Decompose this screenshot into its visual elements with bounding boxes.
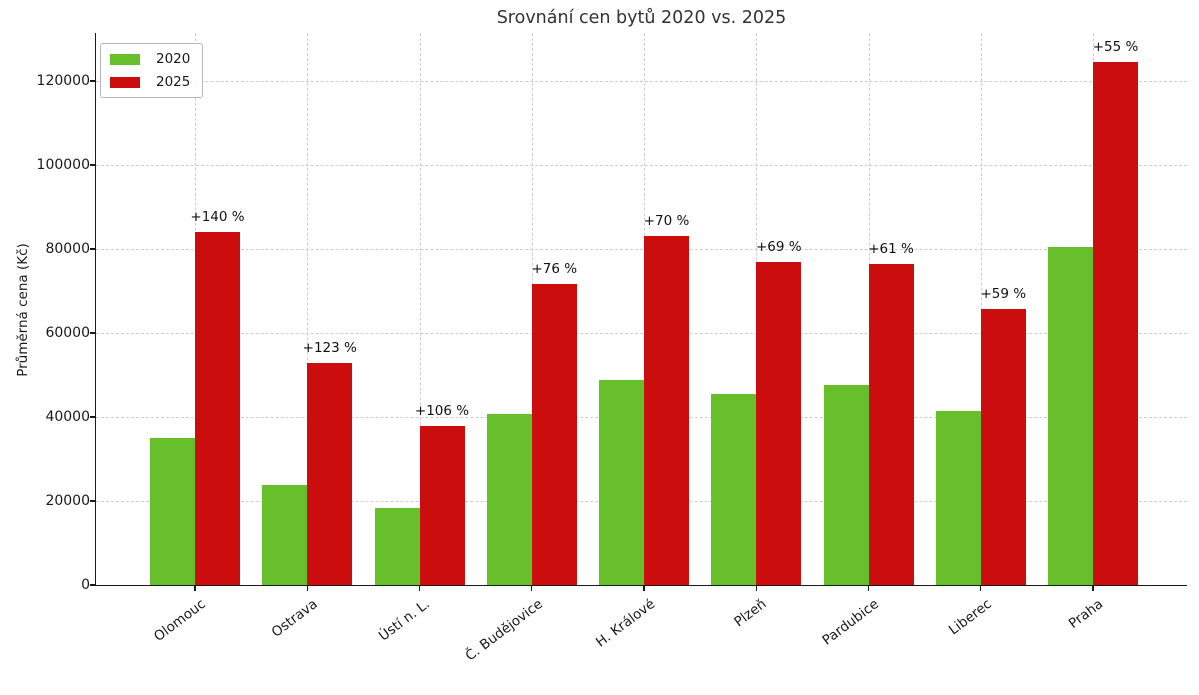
bar-2025-praha [1093, 61, 1138, 585]
gridline-y-120000 [96, 80, 1187, 82]
x-tick-mark [531, 586, 533, 591]
bar-2020-praha [1048, 247, 1093, 585]
bar-2025-ostrava [307, 362, 353, 585]
plot-area: 2020 2025 0 20000 40000 60000 80000 100000 120… [37, 33, 1187, 664]
x-tick-mark [1092, 586, 1094, 591]
y-tick-mark [90, 500, 95, 502]
bar-2020-ostrava [262, 485, 308, 585]
legend: 2020 2025 [100, 43, 204, 98]
bar-2020-h-kr-lov- [599, 379, 644, 585]
y-tick-mark [90, 80, 95, 82]
y-tick-label-100000: 100000 [36, 156, 90, 173]
x-tick-mark [306, 586, 308, 591]
y-tick-mark [90, 248, 95, 250]
annotation--st-n-l-: +106 % [414, 402, 470, 419]
x-tick-mark [980, 586, 982, 591]
y-tick-label-60000: 60000 [45, 324, 90, 341]
bar-2025-h-kr-lov- [644, 235, 689, 585]
x-axis-spine [95, 585, 1187, 587]
legend-label-2020: 2020 [156, 51, 191, 67]
y-tick-mark [90, 416, 95, 418]
y-tick-mark [90, 164, 95, 166]
annotation-praha: +55 % [1092, 38, 1139, 55]
bar-2025-pardubice [868, 263, 914, 585]
gridline-x-2 [419, 33, 421, 585]
annotation-ostrava: +123 % [302, 339, 357, 356]
gridline-y-60000 [96, 332, 1187, 334]
legend-item-2025: 2025 [110, 74, 190, 90]
x-tick-mark [867, 586, 870, 591]
gridline-x-1 [307, 33, 309, 585]
y-tick-label-0: 0 [81, 577, 90, 593]
legend-swatch-2025 [110, 76, 140, 88]
bar-2025--bud-jovice [531, 284, 577, 585]
bar-2025-plze- [756, 261, 802, 585]
annotation-olomouc: +140 % [190, 209, 245, 226]
y-tick-mark [90, 584, 95, 586]
annotation-liberec: +59 % [980, 285, 1027, 302]
bar-2025-olomouc [195, 232, 240, 585]
gridline-y-80000 [96, 248, 1187, 250]
bar-2020--st-n-l- [374, 507, 420, 585]
x-tick-mark [418, 586, 421, 591]
y-tick-label-40000: 40000 [45, 408, 90, 425]
bar-2025--st-n-l- [419, 425, 465, 585]
x-tick-mark [643, 586, 645, 591]
legend-swatch-2020 [110, 53, 140, 65]
y-axis-spine [95, 33, 97, 586]
bar-2020-pardubice [823, 385, 869, 585]
x-tick-label-wrap: Praha [96, 593, 1106, 632]
annotation-plze-: +69 % [755, 238, 802, 255]
annotation-pardubice: +61 % [868, 240, 914, 257]
x-tick-mark [194, 586, 196, 591]
chart-title: Srovnání cen bytů 2020 vs. 2025 [496, 8, 787, 28]
gridline-y-100000 [96, 164, 1187, 166]
y-tick-mark [90, 332, 95, 334]
bar-2020--bud-jovice [486, 414, 532, 585]
legend-item-2020: 2020 [110, 51, 190, 67]
annotation-h-kr-lov-: +70 % [643, 212, 690, 229]
annotation--bud-jovice: +76 % [531, 261, 578, 278]
x-tick-label-praha: Praha [1066, 596, 1107, 632]
x-tick-mark [755, 586, 757, 591]
bar-2020-olomouc [150, 437, 195, 585]
bar-2020-liberec [935, 411, 981, 585]
bar-2020-plze- [711, 393, 757, 585]
y-tick-label-120000: 120000 [36, 72, 90, 89]
y-tick-label-80000: 80000 [45, 240, 90, 257]
y-tick-label-20000: 20000 [45, 492, 90, 509]
bar-2025-liberec [980, 308, 1026, 585]
legend-label-2025: 2025 [156, 74, 191, 90]
